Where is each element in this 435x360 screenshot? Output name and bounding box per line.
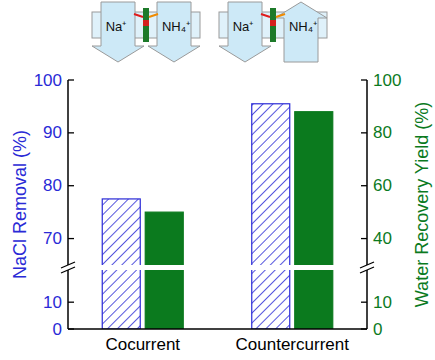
chart: Na⁺ NH₄⁺ Na⁺ NH₄⁺ 0 10 70 80 90 100 0 10 40 60 80 100 Co…	[0, 0, 435, 360]
break-mark	[360, 267, 374, 273]
membrane-site	[270, 20, 276, 26]
ion-arrow	[261, 14, 270, 17]
tick	[361, 132, 367, 133]
membrane-site	[143, 20, 149, 26]
tick-label: 70	[43, 229, 62, 248]
bars	[102, 104, 333, 329]
break-mark	[360, 262, 374, 268]
ion-arrow	[134, 14, 143, 17]
tick	[68, 238, 74, 239]
tick-label: 60	[373, 176, 392, 195]
tick-label: 80	[43, 176, 62, 195]
tick-label: 100	[34, 71, 62, 90]
membrane	[270, 8, 276, 42]
ion-label: Na⁺	[233, 19, 254, 34]
ion-label: Na⁺	[106, 19, 127, 34]
tick-label: 80	[373, 123, 392, 142]
membrane	[143, 8, 149, 42]
tick	[361, 185, 367, 186]
ion-arrow	[276, 14, 285, 17]
flow-arrow	[275, 2, 327, 62]
ion-arrow	[149, 14, 158, 17]
tick	[68, 328, 74, 329]
tick	[361, 238, 367, 239]
bar	[295, 112, 333, 329]
ion-label: NH₄⁺	[162, 19, 190, 34]
tick	[68, 79, 74, 80]
ion-label: NH₄⁺	[289, 19, 317, 34]
tick	[361, 79, 367, 80]
tick-label: 90	[43, 123, 62, 142]
tick	[68, 132, 74, 133]
category-label: Countercurrent	[236, 335, 350, 354]
flow-schematic: Na⁺ NH₄⁺	[92, 2, 200, 62]
tick	[361, 302, 367, 303]
tick-label: 10	[43, 293, 62, 312]
tick-label: 10	[373, 293, 392, 312]
tick-label: 0	[53, 320, 62, 339]
bar	[145, 212, 183, 329]
bar	[102, 199, 140, 329]
tick-label: 0	[373, 320, 382, 339]
y-axis-line	[67, 80, 69, 329]
y2-axis-line	[366, 80, 368, 329]
x-axis-line	[68, 328, 367, 330]
flow-schematic: Na⁺ NH₄⁺	[219, 2, 327, 62]
tick-label: 40	[373, 229, 392, 248]
axis-break	[60, 265, 375, 270]
tick-label: 100	[373, 71, 401, 90]
schematics: Na⁺ NH₄⁺ Na⁺ NH₄⁺	[92, 2, 327, 62]
tick	[68, 185, 74, 186]
tick	[361, 328, 367, 329]
tick	[68, 302, 74, 303]
flow-arrow	[148, 2, 200, 62]
break-mark	[61, 267, 75, 273]
y-axis-title: NaCl Removal (%)	[10, 130, 30, 279]
flow-arrow	[219, 2, 271, 62]
break-mark	[61, 262, 75, 268]
y2-axis-title: Water Recovery Yield (%)	[412, 102, 432, 307]
category-label: Cocurrent	[105, 335, 180, 354]
flow-arrow	[92, 2, 144, 62]
bar	[252, 104, 290, 329]
